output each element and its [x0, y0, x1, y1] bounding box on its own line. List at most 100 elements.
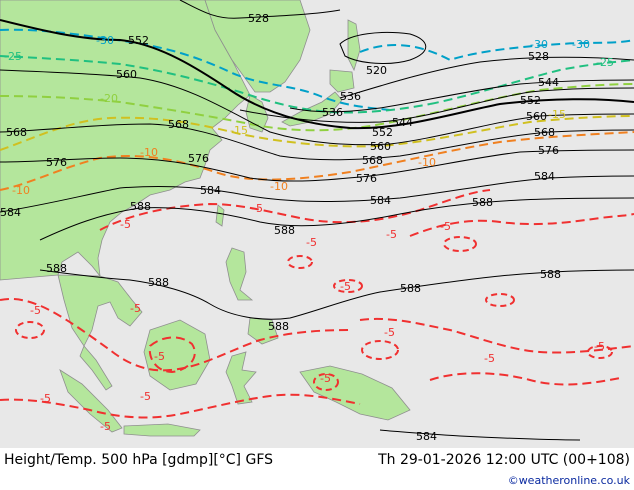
- tlabel-minus5-8: -5: [130, 302, 141, 315]
- hlabel-544: 544: [538, 76, 559, 89]
- hlabel-588-south-west: 588: [148, 276, 169, 289]
- valid-datetime: Th 29-01-2026 12:00 UTC (00+108): [378, 452, 630, 468]
- tlabel-minus10-east: -10: [418, 156, 436, 169]
- tlabel-minus5-7: -5: [30, 304, 41, 317]
- tlabel-minus5-14: -5: [140, 390, 151, 403]
- tlabel-minus5-9: -5: [384, 326, 395, 339]
- contour-552: [0, 19, 634, 130]
- hlabel-568-mid: 568: [362, 154, 383, 167]
- hlabel-560-west: 560: [116, 68, 137, 81]
- land-sulawesi: [225, 351, 257, 405]
- isotherm-minus30-east: [359, 39, 634, 62]
- contour-588-south: [39, 269, 634, 320]
- tlabel-minus5-11: -5: [594, 340, 605, 353]
- tlabel-minus20-west: -20: [100, 92, 118, 105]
- contour-544: [239, 87, 634, 123]
- hlabel-584-asia: 584: [200, 184, 221, 197]
- blob-4: [361, 340, 399, 360]
- hlabel-576-asia: 576: [188, 152, 209, 165]
- hlabel-560-mid: 560: [370, 140, 391, 153]
- tlabel-minus5-12: -5: [154, 350, 165, 363]
- tlabel-minus15-asia: -15: [230, 124, 248, 137]
- map-footer: Height/Temp. 500 hPa [gdmp][°C] GFS Th 2…: [0, 448, 634, 490]
- hlabel-568-asia: 568: [168, 118, 189, 131]
- land-luzon: [225, 247, 254, 301]
- hlabel-528-north: 528: [248, 12, 269, 25]
- land-manchuria: [204, 0, 311, 93]
- tlabel-minus15-east: -15: [548, 108, 566, 121]
- isotherm-minus20: [0, 83, 634, 132]
- hlabel-588-far-east: 588: [540, 268, 561, 281]
- contour-576: [0, 149, 634, 182]
- hlabel-588-south-mid: 588: [268, 320, 289, 333]
- isotherm-minus25-west: [0, 55, 431, 114]
- land-honshu: [281, 91, 343, 127]
- hlabel-552-east: 552: [520, 94, 541, 107]
- tlabel-minus5-5: -5: [120, 218, 131, 231]
- hlabel-560-east: 560: [526, 110, 547, 123]
- blob-2: [333, 279, 363, 293]
- hlabel-520: 520: [366, 64, 387, 77]
- hlabel-584-west: 584: [0, 206, 21, 219]
- land-sumatra: [59, 369, 123, 433]
- hlabel-552-mid: 552: [372, 126, 393, 139]
- isotherm-minus30-west: [0, 28, 391, 111]
- blob-7: [313, 373, 339, 391]
- isotherm-minus5-south-east: [359, 317, 634, 354]
- height-labels: 528 552 560 520 528 536 544 544 536 552 …: [0, 12, 561, 443]
- map-title: Height/Temp. 500 hPa [gdmp][°C] GFS: [4, 452, 274, 468]
- hlabel-544-mid: 544: [392, 116, 413, 129]
- tlabel-minus5-10: -5: [484, 352, 495, 365]
- tlabel-minus5-15: -5: [320, 372, 331, 385]
- hlabel-576-mid: 576: [356, 172, 377, 185]
- contour-568: [0, 123, 634, 161]
- hlabel-568-west: 568: [6, 126, 27, 139]
- contour-536: [289, 79, 634, 113]
- hlabel-568-east: 568: [534, 126, 555, 139]
- isotherm-minus5-east: [409, 213, 634, 237]
- hlabel-576-east: 576: [538, 144, 559, 157]
- blob-3: [443, 236, 477, 252]
- tlabel-minus10-west: -10: [12, 184, 30, 197]
- isotherm-minus10: [0, 131, 634, 191]
- hlabel-588-south-east: 588: [400, 282, 421, 295]
- tlabel-minus5-6: -5: [340, 280, 351, 293]
- blob-8: [15, 321, 45, 339]
- tlabel-minus5-2: -5: [306, 236, 317, 249]
- hlabel-588-north-west: 588: [130, 200, 151, 213]
- contour-584: [0, 175, 634, 213]
- land-layer: [0, 0, 411, 437]
- blob-6: [587, 345, 613, 359]
- map-canvas: 528 552 560 520 528 536 544 544 536 552 …: [0, 0, 634, 448]
- height-contour-layer: [0, 0, 634, 441]
- hlabel-528-east: 528: [528, 50, 549, 63]
- hlabel-538: 536: [322, 106, 343, 119]
- land-java: [123, 423, 201, 437]
- hlabel-584-south: 584: [416, 430, 437, 443]
- hlabel-584-east: 584: [534, 170, 555, 183]
- hlabel-536: 536: [340, 90, 361, 103]
- credit-link[interactable]: ©weatheronline.co.uk: [507, 474, 630, 487]
- isotherm-minus5-borneo: [148, 336, 196, 374]
- hlabel-588-asia: 588: [46, 262, 67, 275]
- hlabel-552-west: 552: [128, 34, 149, 47]
- tlabel-minus25-east: -25: [596, 56, 614, 69]
- blob-1: [287, 255, 313, 269]
- isotherm-minus5-south-west: [0, 298, 351, 372]
- land-hokkaido: [329, 69, 355, 93]
- tlabel-minus30-east2: -30: [572, 38, 590, 51]
- land-taiwan: [215, 204, 225, 227]
- land-asia-mainland: [0, 0, 251, 281]
- tlabel-minus10-asia: -10: [140, 146, 158, 159]
- temperature-labels: -30 -30 -30 -25 -25 -20 -15 -15 -10 -10 …: [4, 34, 614, 433]
- tlabel-minus10-mid: -10: [270, 180, 288, 193]
- contour-528-east: [339, 56, 634, 99]
- hlabel-588-north-east: 588: [472, 196, 493, 209]
- tlabel-minus30-west: -30: [96, 34, 114, 47]
- hlabel-584-mid: 584: [370, 194, 391, 207]
- contour-584-south: [379, 429, 581, 441]
- isotherm-minus5-far-south: [0, 393, 361, 419]
- isotherm-minus5-pacific: [429, 372, 621, 386]
- contour-528-north: [179, 0, 341, 19]
- tlabel-minus5-3: -5: [386, 228, 397, 241]
